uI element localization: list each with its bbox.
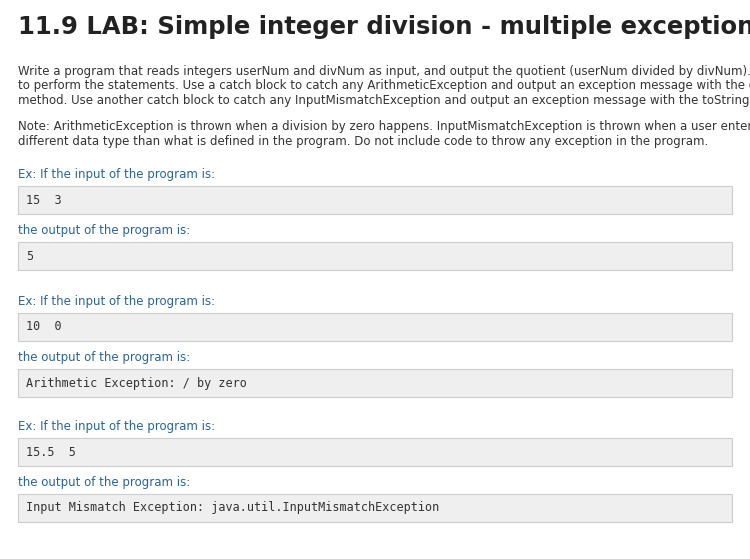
Text: Ex: If the input of the program is:: Ex: If the input of the program is: bbox=[18, 295, 215, 308]
Text: Arithmetic Exception: / by zero: Arithmetic Exception: / by zero bbox=[26, 377, 247, 390]
Text: to perform the statements. Use a catch block to catch any ArithmeticException an: to perform the statements. Use a catch b… bbox=[18, 79, 750, 92]
Bar bbox=[18, 494, 732, 522]
Text: the output of the program is:: the output of the program is: bbox=[18, 351, 190, 364]
Text: the output of the program is:: the output of the program is: bbox=[18, 476, 190, 489]
Text: 15  3: 15 3 bbox=[26, 193, 62, 206]
Text: 11.9 LAB: Simple integer division - multiple exception handlers: 11.9 LAB: Simple integer division - mult… bbox=[18, 15, 750, 39]
Text: different data type than what is defined in the program. Do not include code to : different data type than what is defined… bbox=[18, 135, 708, 148]
Text: Ex: If the input of the program is:: Ex: If the input of the program is: bbox=[18, 168, 215, 181]
Bar bbox=[18, 186, 732, 214]
Text: 10  0: 10 0 bbox=[26, 320, 62, 334]
Bar bbox=[18, 242, 732, 270]
Text: Ex: If the input of the program is:: Ex: If the input of the program is: bbox=[18, 420, 215, 433]
Bar bbox=[18, 313, 732, 341]
Bar bbox=[18, 369, 732, 397]
Text: 15.5  5: 15.5 5 bbox=[26, 446, 76, 458]
Text: method. Use another catch block to catch any InputMismatchException and output a: method. Use another catch block to catch… bbox=[18, 94, 750, 107]
Text: Note: ArithmeticException is thrown when a division by zero happens. InputMismat: Note: ArithmeticException is thrown when… bbox=[18, 120, 750, 133]
Text: Input Mismatch Exception: java.util.InputMismatchException: Input Mismatch Exception: java.util.Inpu… bbox=[26, 501, 439, 514]
Text: the output of the program is:: the output of the program is: bbox=[18, 224, 190, 237]
Bar bbox=[18, 438, 732, 466]
Text: 5: 5 bbox=[26, 249, 33, 263]
Text: Write a program that reads integers userNum and divNum as input, and output the : Write a program that reads integers user… bbox=[18, 65, 750, 78]
